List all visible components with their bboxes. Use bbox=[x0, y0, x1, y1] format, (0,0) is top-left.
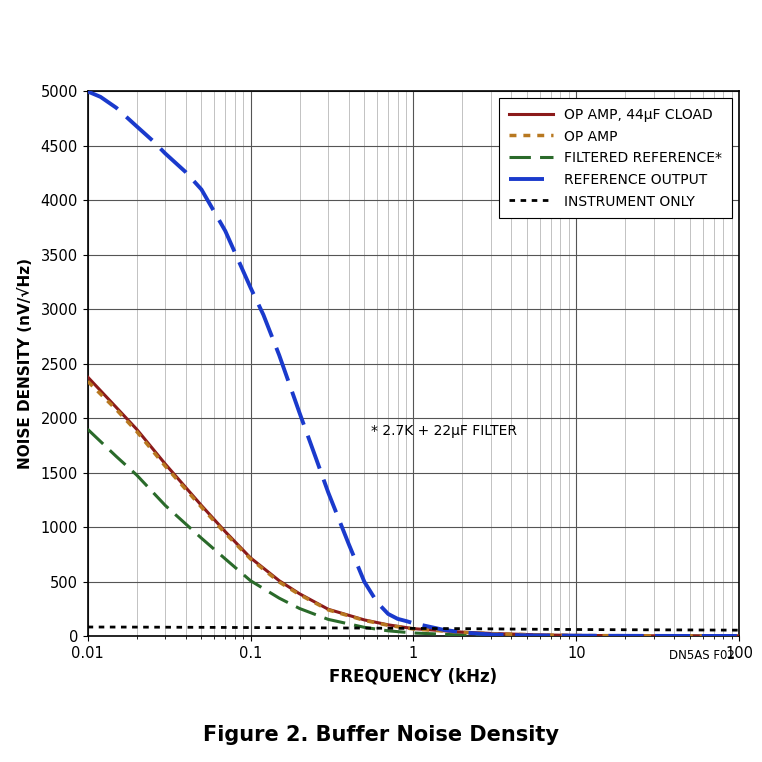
Y-axis label: NOISE DENSITY (nV/√Hz): NOISE DENSITY (nV/√Hz) bbox=[18, 258, 34, 469]
Text: * 2.7K + 22μF FILTER: * 2.7K + 22μF FILTER bbox=[371, 424, 517, 438]
Text: DN5AS F02: DN5AS F02 bbox=[670, 649, 735, 662]
Text: Figure 2. Buffer Noise Density: Figure 2. Buffer Noise Density bbox=[203, 725, 559, 745]
Legend: OP AMP, 44μF CLOAD, OP AMP, FILTERED REFERENCE*, REFERENCE OUTPUT, INSTRUMENT ON: OP AMP, 44μF CLOAD, OP AMP, FILTERED REF… bbox=[499, 98, 732, 219]
X-axis label: FREQUENCY (kHz): FREQUENCY (kHz) bbox=[329, 668, 498, 686]
